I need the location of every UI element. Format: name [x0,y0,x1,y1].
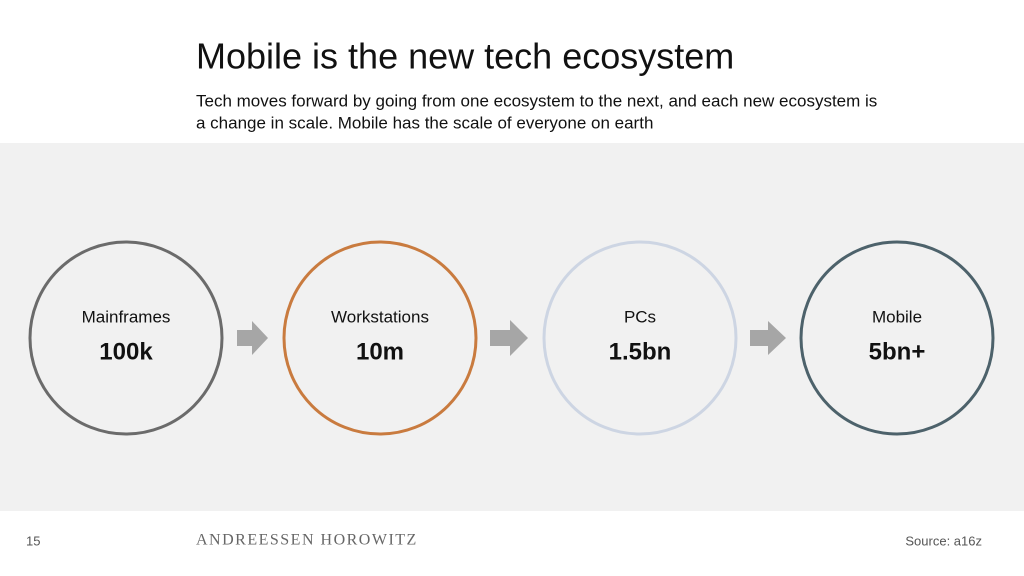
node-label: PCs [624,307,656,326]
arrow [750,321,786,355]
node-value: 10m [356,338,404,365]
arrow [237,321,268,355]
node-label: Workstations [331,307,429,326]
node-circle [542,240,738,436]
subtitle: a change in scale. Mobile has the scale … [196,113,653,132]
node-circle [799,240,995,436]
subtitle: Tech moves forward by going from one eco… [196,91,877,110]
arrows [237,320,786,356]
node-label: Mobile [872,307,922,326]
title: Mobile is the new tech ecosystem [196,36,734,77]
arrow [490,320,528,356]
brand: ANDREESSEN HOROWITZ [196,532,418,549]
node-circle [282,240,478,436]
node-label: Mainframes [82,307,171,326]
node-value: 100k [99,338,153,365]
node-value: 5bn+ [869,338,926,365]
page-number: 15 [26,533,40,548]
source: Source: a16z [905,533,982,548]
node-value: 1.5bn [609,338,672,365]
node-circle [28,240,224,436]
